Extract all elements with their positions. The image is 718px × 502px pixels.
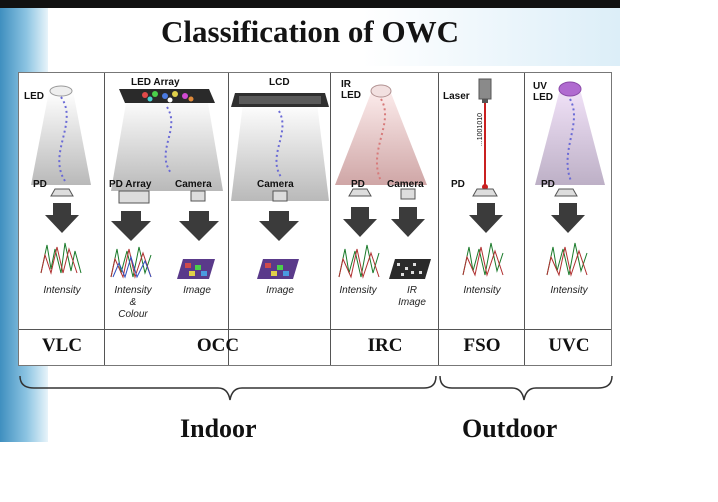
fso-illustration [462, 78, 505, 277]
camera-icon [190, 190, 206, 202]
detector-label-pd-array: PD Array [109, 179, 152, 190]
source-label: LED [24, 91, 44, 102]
category-fso: FSO [463, 335, 501, 356]
light-beam [31, 91, 91, 185]
source-label: LED Array [131, 77, 180, 88]
column-vlc: LED PD Intensity [19, 73, 105, 365]
down-arrow-icon [45, 203, 79, 233]
category-irc: IRC [367, 335, 403, 356]
caption-intensity-colour: Intensity & Colour [114, 285, 152, 320]
source-label: LCD [269, 77, 290, 88]
detector-label-camera: Camera [387, 179, 424, 190]
photodiode-icon [348, 188, 372, 197]
vlc-illustration [31, 85, 91, 275]
down-arrow-icon [391, 207, 425, 237]
data-path [164, 106, 173, 174]
caption-image: Image [183, 285, 211, 296]
caption-intensity: Intensity [339, 285, 377, 296]
outdoor-brace [439, 375, 613, 401]
source-label: UV LED [533, 81, 553, 103]
category-occ: OCC [196, 335, 240, 356]
group-indoor: Indoor [180, 414, 257, 443]
detector-label: PD [451, 179, 465, 190]
column-irc: IR LED PD Camera Intensity IR Image [331, 73, 439, 365]
uvc-illustration [535, 81, 605, 277]
title-bar [48, 8, 620, 66]
column-uvc: UV LED PD Intensity [525, 73, 613, 365]
down-arrow-icon [111, 211, 151, 241]
category-uvc: UVC [548, 335, 590, 356]
photodiode-icon [50, 188, 74, 197]
category-vlc: VLC [41, 335, 83, 356]
led-icon [49, 85, 73, 97]
caption-image: Image [266, 285, 294, 296]
detector-label: PD [541, 179, 555, 190]
column-occ-lcd: LCD Camera Image [229, 73, 331, 365]
detector-label-pd: PD [351, 179, 365, 190]
column-occ-led-array: LED Array PD Array Camera Intensity & Co… [105, 73, 229, 365]
detector-label: PD [33, 179, 47, 190]
uv-led-icon [558, 81, 582, 97]
light-beam [231, 103, 329, 201]
caption-intensity: Intensity [463, 285, 501, 296]
occ-array-illustration [110, 89, 223, 279]
irc-illustration [335, 84, 431, 279]
pd-array-icon [118, 190, 150, 204]
group-braces [19, 375, 613, 401]
caption-ir-image: IR Image [398, 285, 426, 308]
column-fso: Laser PD ...1001010 Intensity [439, 73, 525, 365]
down-arrow-icon [469, 203, 503, 233]
occ-lcd-illustration [231, 93, 329, 279]
caption-intensity: Intensity [550, 285, 588, 296]
down-arrow-icon [551, 203, 585, 233]
top-bar [0, 0, 620, 8]
camera-icon [400, 188, 416, 200]
camera-icon [272, 190, 288, 202]
detector-label-camera: Camera [175, 179, 212, 190]
ir-image-icon [389, 259, 431, 279]
light-beam [111, 97, 223, 191]
photodiode-icon [554, 188, 578, 197]
data-bits: ...1001010 [477, 113, 484, 147]
down-arrow-icon [343, 207, 377, 237]
classification-panel: LED PD Intensity LED Array PD Array [18, 72, 612, 366]
ir-led-icon [370, 84, 392, 98]
down-arrow-icon [179, 211, 219, 241]
detector-label-camera: Camera [257, 179, 294, 190]
caption-intensity: Intensity [43, 285, 81, 296]
page-title: Classification of OWC [161, 14, 459, 49]
source-label: IR LED [341, 79, 361, 101]
photodiode-icon [472, 188, 498, 197]
category-row-divider [19, 329, 611, 330]
data-path [275, 110, 284, 178]
source-label: Laser [443, 91, 470, 102]
indoor-brace [19, 375, 437, 401]
group-outdoor: Outdoor [462, 414, 558, 443]
down-arrow-icon [259, 211, 299, 241]
laser-icon [478, 78, 492, 100]
